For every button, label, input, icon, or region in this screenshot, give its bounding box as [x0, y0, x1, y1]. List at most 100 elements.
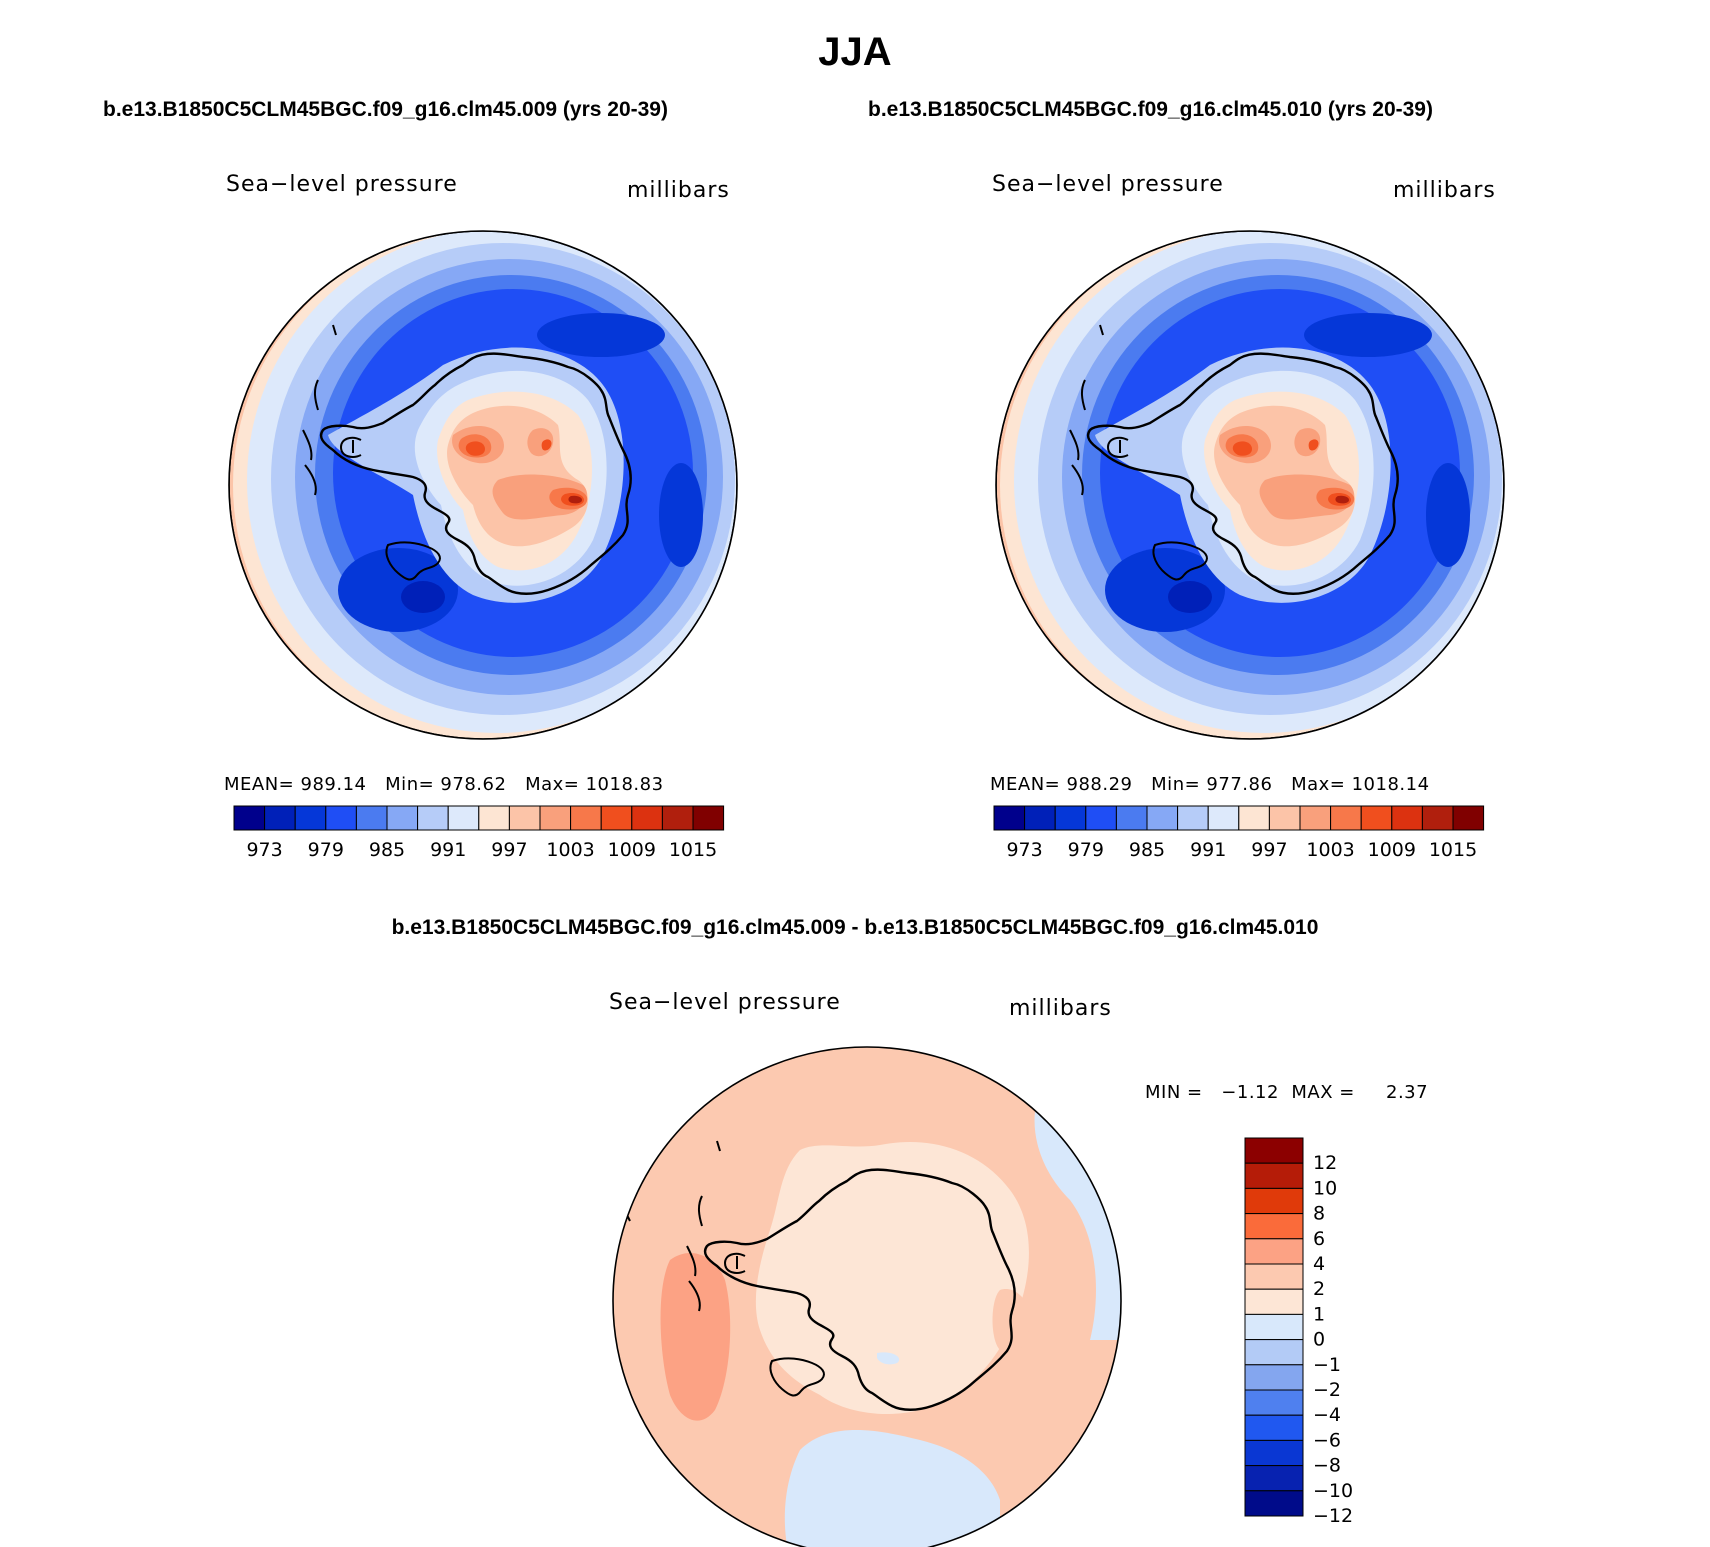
- left-colorbar-box: [294, 805, 327, 831]
- difference-colorbar-tick-label: 12: [1313, 1152, 1337, 1174]
- difference-colorbar-tick-label: −12: [1313, 1505, 1353, 1527]
- difference-case-title: b.e13.B1850C5CLM45BGC.f09_g16.clm45.009 …: [391, 916, 1319, 939]
- left-mean-value: 989.14: [300, 774, 367, 795]
- difference-min-value: −1.12: [1221, 1082, 1279, 1103]
- difference-colorbar-box: [1244, 1187, 1304, 1215]
- left-colorbar-box: [539, 805, 572, 831]
- right-colorbar: 973 979 985 991 997 1003 1009 1015: [993, 805, 1485, 861]
- difference-colorbar-tick-label: 10: [1313, 1177, 1337, 1199]
- left-colorbar-tick-label: 985: [369, 839, 405, 861]
- left-colorbar-box: [447, 805, 480, 831]
- left-max-value: 1018.83: [585, 774, 664, 795]
- left-colorbar-box: [355, 805, 388, 831]
- right-colorbar-box: [1146, 805, 1179, 831]
- difference-colorbar-tick-label: −4: [1313, 1404, 1341, 1426]
- left-colorbar-tick-label: 973: [246, 839, 282, 861]
- difference-map-border: [612, 1046, 1122, 1547]
- right-colorbar-box: [1391, 805, 1423, 831]
- right-colorbar-box: [1024, 805, 1056, 831]
- difference-variable-label: Sea−level pressure: [609, 990, 841, 1015]
- difference-max-label: MAX =: [1291, 1082, 1355, 1103]
- difference-colorbar-box: [1244, 1364, 1304, 1391]
- right-colorbar-tick-label: 979: [1068, 839, 1104, 861]
- left-colorbar-tick-label: 1003: [546, 839, 594, 861]
- difference-colorbar-tick-label: 0: [1313, 1329, 1325, 1351]
- right-colorbar-tick-label: 985: [1129, 839, 1165, 861]
- right-colorbar-box: [1452, 805, 1485, 831]
- difference-colorbar-tick-label: −1: [1313, 1354, 1341, 1376]
- left-colorbar-box: [508, 805, 541, 831]
- left-colorbar-box: [478, 805, 510, 831]
- left-colorbar-box: [325, 805, 357, 831]
- right-units-label: millibars: [1393, 178, 1496, 203]
- left-units-label: millibars: [627, 178, 730, 203]
- right-colorbar-tick-label: 1015: [1429, 839, 1477, 861]
- difference-colorbar-box: [1244, 1238, 1304, 1265]
- left-map-border: [228, 230, 738, 740]
- difference-colorbar-tick-label: 6: [1313, 1228, 1325, 1250]
- difference-colorbar-tick-label: 2: [1313, 1278, 1325, 1300]
- right-colorbar-box: [1421, 805, 1454, 831]
- left-max-label: Max=: [525, 774, 580, 795]
- left-colorbar-box: [692, 805, 725, 831]
- left-colorbar-tick-label: 997: [491, 839, 527, 861]
- difference-colorbar-box: [1244, 1162, 1304, 1189]
- right-colorbar-box: [1207, 805, 1240, 831]
- left-colorbar-box: [417, 805, 449, 831]
- left-colorbar-box: [570, 805, 602, 831]
- difference-colorbar-box: [1244, 1414, 1304, 1441]
- difference-colorbar-box: [1244, 1439, 1304, 1467]
- right-colorbar-box: [1299, 805, 1332, 831]
- difference-colorbar-box: [1244, 1263, 1304, 1290]
- left-polar-map: [229, 231, 737, 739]
- left-colorbar-tick-label: 1009: [608, 839, 656, 861]
- left-variable-label: Sea−level pressure: [226, 172, 458, 197]
- difference-colorbar-box: [1244, 1389, 1304, 1416]
- difference-colorbar-box: [1244, 1213, 1304, 1240]
- left-colorbar-tick-label: 991: [430, 839, 466, 861]
- right-colorbar-box: [1360, 805, 1393, 831]
- left-min-label: Min=: [385, 774, 435, 795]
- left-colorbar-box: [661, 805, 694, 831]
- difference-max-value: 2.37: [1386, 1082, 1429, 1103]
- left-colorbar: 973 979 985 991 997 1003 1009 1015: [233, 805, 725, 861]
- left-colorbar-box: [600, 805, 633, 831]
- difference-colorbar-tick-label: −6: [1313, 1429, 1341, 1451]
- difference-colorbar-tick-label: 8: [1313, 1203, 1325, 1225]
- right-colorbar-box: [1238, 805, 1270, 831]
- right-colorbar-tick-label: 997: [1251, 839, 1287, 861]
- left-case-title: b.e13.B1850C5CLM45BGC.f09_g16.clm45.009 …: [103, 98, 668, 121]
- difference-polar-map: [613, 1047, 1121, 1547]
- right-map-border: [995, 230, 1505, 740]
- right-polar-map: [996, 231, 1504, 739]
- left-colorbar-tick-label: 979: [308, 839, 344, 861]
- left-colorbar-box: [631, 805, 663, 831]
- right-colorbar-box: [1330, 805, 1362, 831]
- right-case-title: b.e13.B1850C5CLM45BGC.f09_g16.clm45.010 …: [868, 98, 1433, 121]
- difference-colorbar-box: [1244, 1288, 1304, 1315]
- left-colorbar-box: [264, 805, 296, 831]
- left-mean-label: MEAN=: [224, 774, 295, 795]
- difference-colorbar-tick-label: −10: [1313, 1480, 1353, 1502]
- difference-colorbar-box: [1244, 1137, 1304, 1164]
- right-max-label: Max=: [1291, 774, 1346, 795]
- difference-min-label: MIN =: [1145, 1082, 1203, 1103]
- right-colorbar-box: [1115, 805, 1148, 831]
- difference-units-label: millibars: [1009, 996, 1112, 1021]
- right-colorbar-tick-label: 991: [1190, 839, 1226, 861]
- difference-colorbar-box: [1244, 1339, 1304, 1366]
- right-variable-label: Sea−level pressure: [992, 172, 1224, 197]
- difference-colorbar-tick-label: 1: [1313, 1303, 1325, 1325]
- right-colorbar-tick-label: 1009: [1368, 839, 1416, 861]
- right-colorbar-tick-label: 973: [1006, 839, 1042, 861]
- difference-colorbar-box: [1244, 1313, 1304, 1341]
- right-min-value: 977.86: [1206, 774, 1273, 795]
- left-stats: MEAN= 989.14 Min= 978.62 Max= 1018.83: [224, 774, 664, 795]
- left-colorbar-box: [386, 805, 419, 831]
- right-mean-value: 988.29: [1066, 774, 1133, 795]
- right-colorbar-box: [1085, 805, 1117, 831]
- left-colorbar-tick-label: 1015: [669, 839, 717, 861]
- right-colorbar-box: [1268, 805, 1301, 831]
